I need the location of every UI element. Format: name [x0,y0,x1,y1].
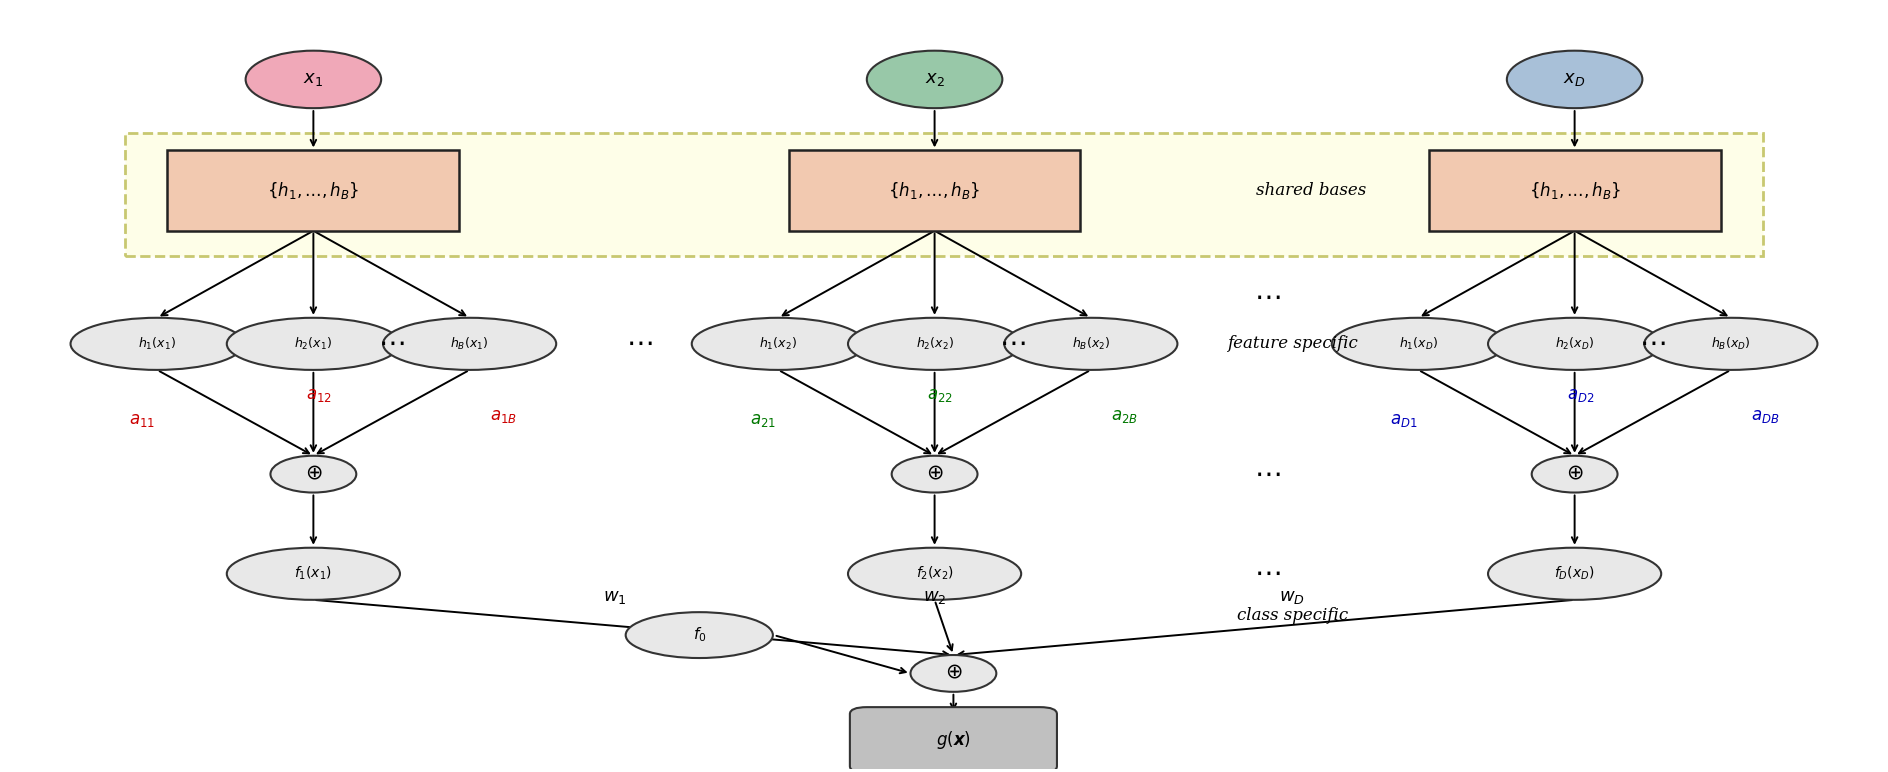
Ellipse shape [848,547,1021,600]
Text: $x_2$: $x_2$ [925,70,944,89]
Ellipse shape [1004,318,1178,370]
Text: $h_1(x_D)$: $h_1(x_D)$ [1399,336,1439,352]
Text: $a_{DB}$: $a_{DB}$ [1750,408,1778,425]
Text: $w_D$: $w_D$ [1280,587,1305,606]
Text: $\oplus$: $\oplus$ [944,664,963,683]
Ellipse shape [910,655,997,692]
Text: $g(\boldsymbol{x})$: $g(\boldsymbol{x})$ [936,729,970,751]
Bar [789,151,1080,231]
Text: $h_B(x_1)$: $h_B(x_1)$ [451,336,489,352]
Bar [168,151,459,231]
Text: $f_0$: $f_0$ [693,626,706,645]
Text: feature specific: feature specific [1227,335,1357,352]
Text: $a_{2B}$: $a_{2B}$ [1112,408,1138,425]
Text: $\cdots$: $\cdots$ [1254,560,1282,587]
Ellipse shape [1531,455,1618,493]
Text: $h_2(x_D)$: $h_2(x_D)$ [1556,336,1593,352]
Text: $f_D(x_D)$: $f_D(x_D)$ [1554,565,1595,583]
FancyBboxPatch shape [125,133,1763,256]
Ellipse shape [848,318,1021,370]
Text: $\oplus$: $\oplus$ [925,465,944,483]
Text: $w_1$: $w_1$ [602,587,627,606]
Text: $h_2(x_1)$: $h_2(x_1)$ [295,336,332,352]
Text: $h_1(x_1)$: $h_1(x_1)$ [138,336,176,352]
Ellipse shape [70,318,244,370]
Ellipse shape [1488,547,1661,600]
Ellipse shape [270,455,357,493]
Ellipse shape [1331,318,1505,370]
Ellipse shape [1488,318,1661,370]
Text: $h_1(x_2)$: $h_1(x_2)$ [759,336,797,352]
Text: $a_{21}$: $a_{21}$ [750,412,776,429]
Ellipse shape [1507,51,1643,108]
Text: $a_{D1}$: $a_{D1}$ [1390,412,1418,429]
Ellipse shape [383,318,557,370]
Ellipse shape [625,612,772,658]
FancyBboxPatch shape [850,707,1057,772]
Text: $\cdots$: $\cdots$ [625,330,653,357]
Text: $\cdots$: $\cdots$ [999,330,1025,357]
Text: $h_B(x_2)$: $h_B(x_2)$ [1072,336,1110,352]
Text: $\{h_1,\ldots,h_B\}$: $\{h_1,\ldots,h_B\}$ [268,180,359,201]
Text: $\oplus$: $\oplus$ [1565,465,1584,483]
Text: $\cdots$: $\cdots$ [1254,284,1282,311]
Text: $x_1$: $x_1$ [304,70,323,89]
Text: $\{h_1,\ldots,h_B\}$: $\{h_1,\ldots,h_B\}$ [889,180,980,201]
Text: $a_{22}$: $a_{22}$ [927,388,953,405]
Text: $\cdots$: $\cdots$ [1254,461,1282,488]
Text: $\{h_1,\ldots,h_B\}$: $\{h_1,\ldots,h_B\}$ [1529,180,1620,201]
Ellipse shape [867,51,1003,108]
Text: $f_1(x_1)$: $f_1(x_1)$ [295,565,332,583]
Ellipse shape [227,318,400,370]
Ellipse shape [691,318,865,370]
Ellipse shape [891,455,978,493]
Ellipse shape [227,547,400,600]
Text: shared bases: shared bases [1256,182,1367,199]
Text: $a_{12}$: $a_{12}$ [306,388,332,405]
Bar [1429,151,1720,231]
Text: $w_2$: $w_2$ [923,587,946,606]
Text: $h_B(x_D)$: $h_B(x_D)$ [1711,336,1750,352]
Text: $\oplus$: $\oplus$ [304,465,323,483]
Text: $f_2(x_2)$: $f_2(x_2)$ [916,565,953,583]
Ellipse shape [245,51,381,108]
Text: class specific: class specific [1237,608,1348,625]
Text: $a_{11}$: $a_{11}$ [128,412,155,429]
Text: $x_D$: $x_D$ [1563,70,1586,89]
Text: $a_{1B}$: $a_{1B}$ [491,408,517,425]
Ellipse shape [1644,318,1818,370]
Text: $h_2(x_2)$: $h_2(x_2)$ [916,336,953,352]
Text: $a_{D2}$: $a_{D2}$ [1567,388,1593,405]
Text: $\cdots$: $\cdots$ [1639,330,1665,357]
Text: $\cdots$: $\cdots$ [378,330,404,357]
